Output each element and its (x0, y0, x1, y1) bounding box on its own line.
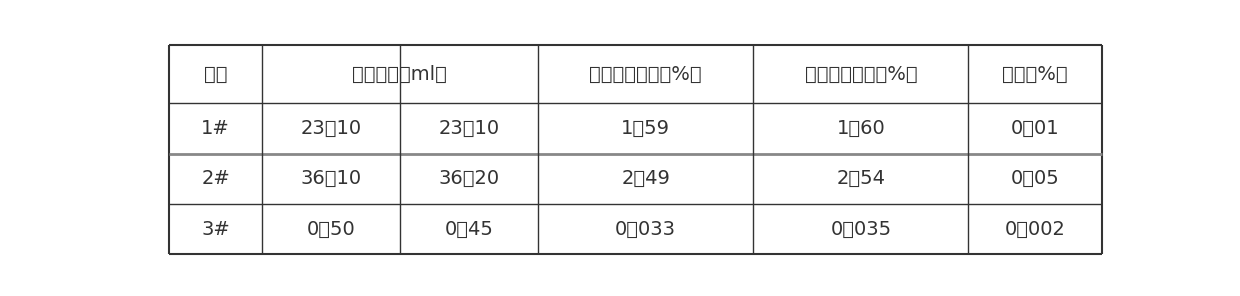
Text: 23．10: 23．10 (300, 119, 361, 138)
Text: 1．60: 1．60 (837, 119, 885, 138)
Text: 第三方测定值（%）: 第三方测定值（%） (805, 65, 918, 83)
Text: 本发明测定值（%）: 本发明测定值（%） (589, 65, 702, 83)
Text: 36．10: 36．10 (300, 169, 361, 188)
Text: 2#: 2# (201, 169, 229, 188)
Text: 0．05: 0．05 (1011, 169, 1059, 188)
Text: 0．035: 0．035 (831, 220, 892, 239)
Text: 0．50: 0．50 (306, 220, 355, 239)
Text: 0．033: 0．033 (615, 220, 676, 239)
Text: 2．49: 2．49 (621, 169, 670, 188)
Text: 滴定体积（ml）: 滴定体积（ml） (352, 65, 448, 83)
Text: 0．01: 0．01 (1011, 119, 1059, 138)
Text: 36．20: 36．20 (439, 169, 500, 188)
Text: 编号: 编号 (203, 65, 227, 83)
Text: 0．45: 0．45 (445, 220, 494, 239)
Text: 偏差（%）: 偏差（%） (1002, 65, 1068, 83)
Text: 2．54: 2．54 (836, 169, 885, 188)
Text: 0．002: 0．002 (1004, 220, 1065, 239)
Text: 3#: 3# (201, 220, 229, 239)
Text: 1．59: 1．59 (621, 119, 671, 138)
Text: 23．10: 23．10 (439, 119, 500, 138)
Text: 1#: 1# (201, 119, 229, 138)
